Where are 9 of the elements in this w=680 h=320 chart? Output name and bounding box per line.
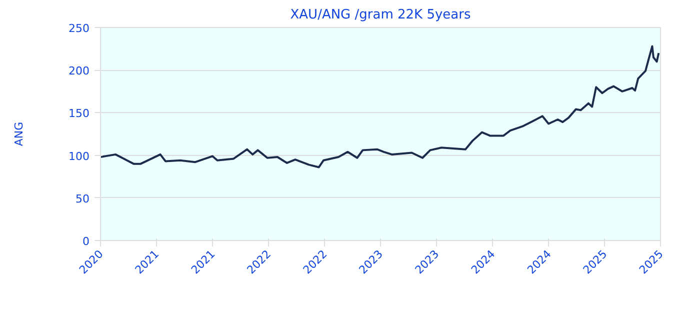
y-tick-label: 200: [68, 64, 90, 78]
y-tick-label: 50: [76, 192, 90, 206]
chart-title: XAU/ANG /gram 22K 5years: [290, 8, 471, 22]
y-tick-label: 100: [68, 150, 90, 163]
y-tick-label: 150: [68, 107, 90, 120]
line-series: [100, 45, 660, 168]
y-tick-label: 250: [68, 22, 90, 35]
y-tick-label: 0: [82, 235, 90, 248]
y-axis-title: ANG: [12, 122, 26, 146]
